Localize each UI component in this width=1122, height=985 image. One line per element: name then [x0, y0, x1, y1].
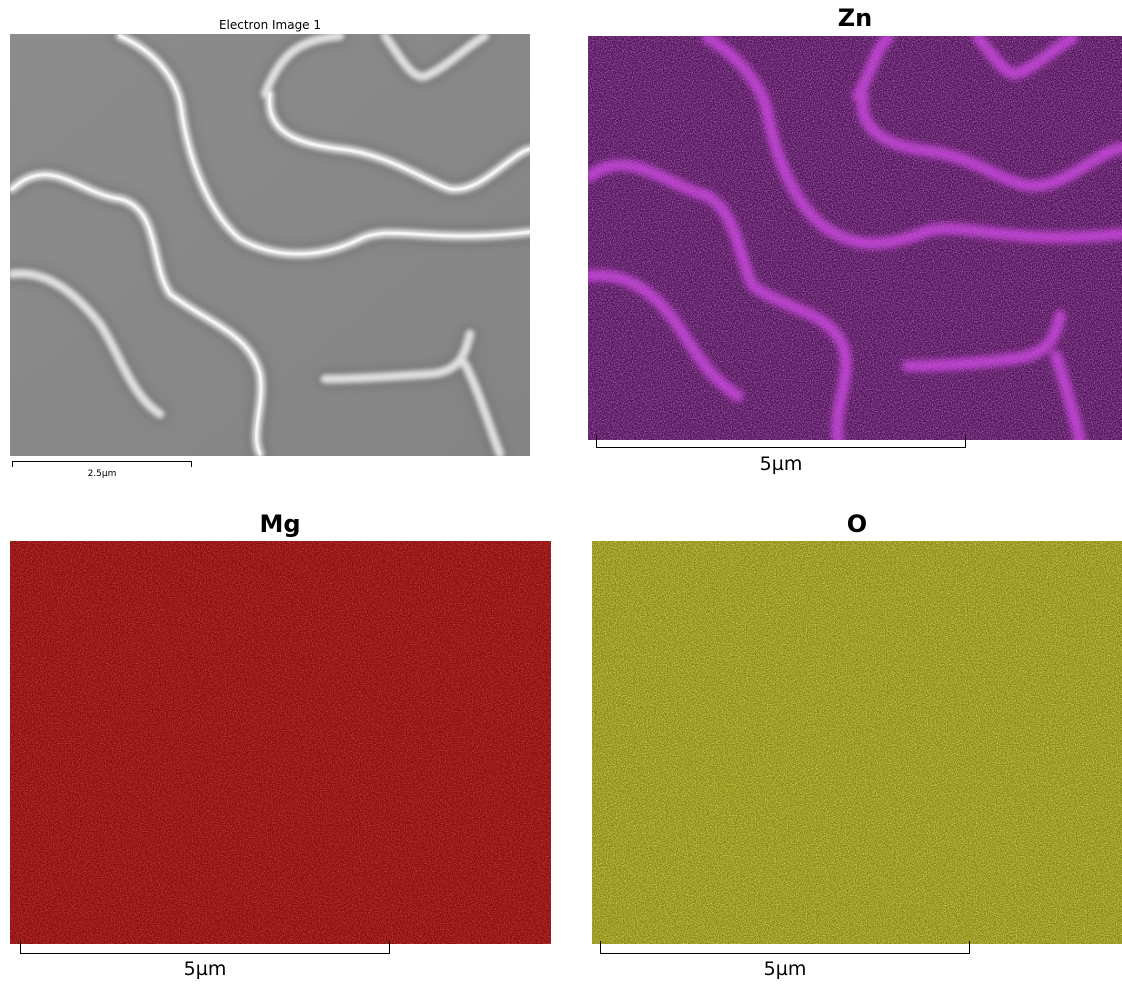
electron-image-svg: [10, 34, 530, 456]
o-scale-label: 5µm: [763, 958, 807, 980]
electron-image-title: Electron Image 1: [218, 18, 322, 32]
mg-map-title: Mg: [259, 510, 301, 538]
o-map-title: O: [846, 510, 868, 538]
o-map-svg: [592, 541, 1122, 944]
electron-scale-label: 2.5µm: [87, 469, 117, 479]
mg-scale-label: 5µm: [183, 958, 227, 980]
electron-image: [10, 34, 530, 456]
mg-map-svg: [10, 541, 551, 944]
o-scale-bar: 5µm: [600, 941, 970, 985]
electron-scale-bar: 2.5µm: [12, 461, 192, 485]
zn-map-svg: [588, 36, 1122, 440]
zn-scale-bar: 5µm: [596, 435, 966, 481]
o-map: [592, 541, 1122, 944]
zn-scale-label: 5µm: [759, 453, 803, 475]
mg-scale-bar: 5µm: [20, 941, 390, 985]
mg-map: [10, 541, 551, 944]
zn-map: [588, 36, 1122, 440]
zn-map-title: Zn: [837, 4, 873, 32]
